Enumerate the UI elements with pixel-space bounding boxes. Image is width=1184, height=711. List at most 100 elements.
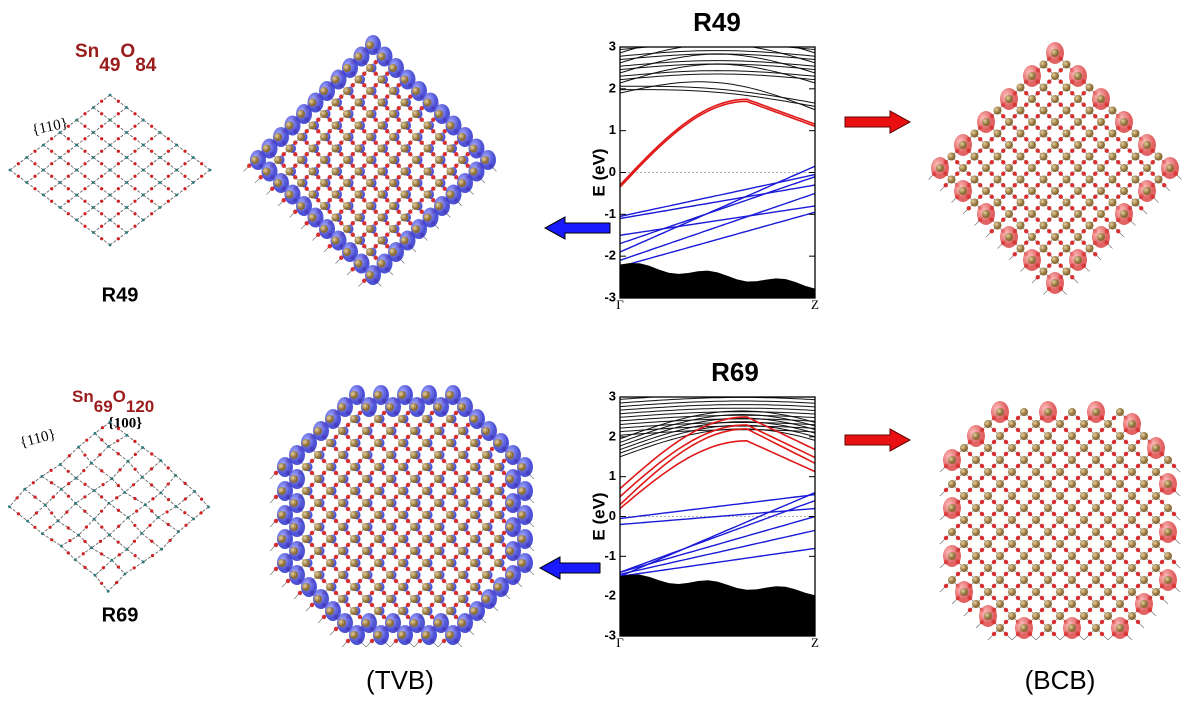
atom bbox=[167, 482, 170, 485]
atom bbox=[124, 573, 127, 576]
atom bbox=[1151, 160, 1155, 164]
atom bbox=[454, 471, 458, 475]
caption: (BCB) bbox=[1025, 665, 1096, 695]
atom bbox=[1088, 572, 1092, 576]
atom bbox=[1112, 560, 1116, 564]
atom bbox=[1068, 600, 1076, 608]
atom bbox=[1032, 588, 1040, 596]
atom bbox=[1086, 107, 1094, 115]
atom bbox=[1063, 268, 1071, 276]
atom bbox=[406, 423, 410, 427]
atom bbox=[466, 519, 470, 523]
atom bbox=[374, 583, 382, 591]
atom bbox=[1024, 218, 1028, 222]
atom bbox=[490, 507, 494, 511]
atom bbox=[1004, 608, 1008, 612]
atom bbox=[310, 531, 314, 535]
atom bbox=[314, 523, 322, 531]
atom bbox=[117, 150, 120, 153]
atom bbox=[1105, 218, 1109, 222]
atom bbox=[1028, 560, 1032, 564]
atom bbox=[320, 179, 328, 187]
atom bbox=[1051, 256, 1059, 264]
band-line bbox=[620, 71, 815, 77]
atom bbox=[366, 271, 374, 279]
atom bbox=[992, 548, 996, 552]
atom bbox=[518, 559, 526, 567]
atom bbox=[1052, 512, 1056, 516]
atom bbox=[167, 150, 170, 153]
atom bbox=[117, 427, 120, 430]
atom bbox=[1124, 536, 1128, 540]
atom bbox=[1052, 632, 1056, 636]
atom bbox=[1164, 504, 1172, 512]
atom bbox=[83, 453, 86, 456]
atom bbox=[374, 391, 382, 399]
atom bbox=[83, 540, 86, 543]
atom bbox=[1097, 233, 1105, 241]
atom bbox=[310, 483, 314, 487]
atom bbox=[1064, 512, 1068, 516]
atom bbox=[1004, 428, 1008, 432]
atom bbox=[398, 631, 406, 639]
atom bbox=[1040, 452, 1044, 456]
atom bbox=[1064, 560, 1068, 564]
atom bbox=[1047, 80, 1051, 84]
atom bbox=[338, 475, 346, 483]
atom bbox=[1056, 516, 1064, 524]
atom bbox=[430, 435, 434, 439]
atom bbox=[1076, 452, 1080, 456]
atom bbox=[424, 122, 432, 130]
atom bbox=[1001, 172, 1005, 176]
atom bbox=[478, 435, 482, 439]
atom bbox=[992, 452, 996, 456]
atom bbox=[948, 504, 956, 512]
atom bbox=[1005, 118, 1013, 126]
atom bbox=[470, 583, 478, 591]
atom bbox=[117, 237, 120, 240]
atom bbox=[1020, 408, 1028, 416]
atom bbox=[350, 535, 358, 543]
atom bbox=[1059, 68, 1063, 72]
atom bbox=[350, 559, 358, 567]
atom bbox=[478, 579, 482, 583]
atom bbox=[1093, 195, 1097, 199]
atom bbox=[430, 495, 434, 499]
atom bbox=[1076, 416, 1080, 420]
atom bbox=[1047, 68, 1051, 72]
atom bbox=[1059, 241, 1063, 245]
atom bbox=[1116, 408, 1124, 416]
atom bbox=[996, 576, 1004, 584]
atom bbox=[1036, 172, 1040, 176]
atom bbox=[478, 447, 482, 451]
atom bbox=[435, 133, 443, 141]
valence-fill bbox=[620, 263, 815, 298]
atom bbox=[1005, 233, 1013, 241]
atom bbox=[422, 607, 430, 615]
atom bbox=[133, 212, 136, 215]
atom bbox=[175, 169, 178, 172]
atom bbox=[398, 439, 406, 447]
atom bbox=[1059, 206, 1063, 210]
atom bbox=[100, 137, 103, 140]
atom bbox=[518, 487, 526, 495]
atom bbox=[370, 447, 374, 451]
atom bbox=[133, 150, 136, 153]
atom bbox=[948, 528, 956, 536]
atom bbox=[346, 435, 350, 439]
atom bbox=[1076, 512, 1080, 516]
atom bbox=[1104, 492, 1112, 500]
atom bbox=[1070, 206, 1074, 210]
atom bbox=[994, 153, 1002, 161]
atom bbox=[374, 631, 382, 639]
atom bbox=[435, 202, 443, 210]
atom bbox=[1070, 172, 1074, 176]
atom bbox=[1020, 480, 1028, 488]
atom bbox=[1140, 528, 1148, 536]
atom bbox=[1036, 114, 1040, 118]
atom bbox=[466, 579, 470, 583]
x-tick-label: Γ bbox=[616, 297, 624, 312]
y-tick-label: -2 bbox=[604, 248, 616, 263]
atom bbox=[1028, 512, 1032, 516]
atom bbox=[466, 543, 470, 547]
